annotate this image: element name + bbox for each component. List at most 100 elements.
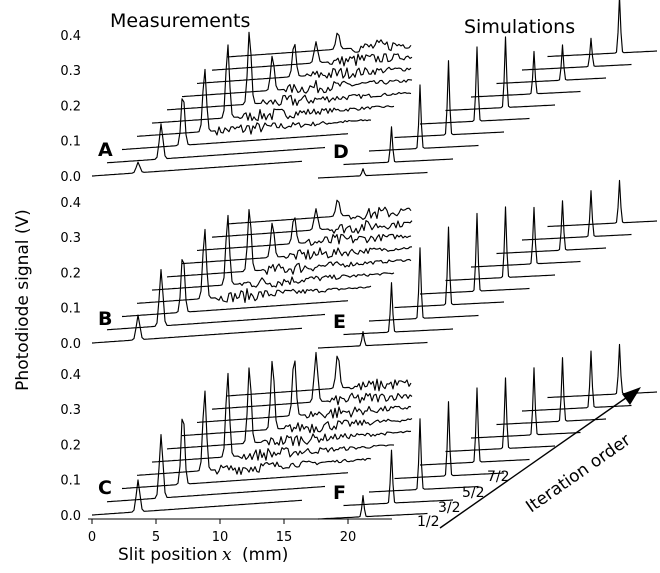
y-tick-label: 0.0 <box>60 337 81 352</box>
panels-group: 0.00.10.20.30.4A0.00.10.20.30.4B0.00.10.… <box>60 0 658 545</box>
trace-line <box>151 44 395 124</box>
y-tick-label: 0.4 <box>60 368 81 383</box>
trace-line <box>196 217 412 251</box>
trace-line <box>368 84 479 152</box>
trace-line <box>136 68 372 137</box>
x-axis-variable: x <box>222 545 232 565</box>
panel-letter: F <box>333 482 346 504</box>
order-label: 7/2 <box>487 469 510 485</box>
y-tick-label: 0.3 <box>60 64 81 79</box>
panel-c: 0.0 0.1 0.2 0.3 0.4 C 0 5 10 15 20 <box>60 351 413 545</box>
trace-line <box>106 434 326 503</box>
trace-line <box>181 55 413 98</box>
trace-line <box>121 418 349 490</box>
trace-line <box>106 123 326 164</box>
trace-line <box>166 367 412 450</box>
trace-line <box>121 98 349 151</box>
trace-line <box>317 331 428 349</box>
trace-line <box>445 377 556 453</box>
x-axis-unit: (mm) <box>242 545 288 565</box>
trace-line <box>547 179 658 228</box>
panel-letter: A <box>98 139 113 161</box>
trace-line <box>521 350 632 412</box>
panel-letter: B <box>98 308 112 330</box>
trace-line <box>419 387 530 466</box>
y-tick-label: 0.2 <box>60 266 81 281</box>
trace-line <box>470 50 581 98</box>
trace-line <box>496 200 607 255</box>
trace-line <box>211 41 413 71</box>
y-tick-label: 0.2 <box>60 99 81 114</box>
y-tick-label: 0.1 <box>60 302 81 317</box>
iteration-arrow <box>439 387 641 529</box>
panel-e: E <box>317 179 658 349</box>
panel-letter: D <box>333 141 349 163</box>
x-axis-label-text: Slit position <box>118 545 218 565</box>
y-tick-label: 0.1 <box>60 135 81 150</box>
y-tick-label: 0.4 <box>60 196 81 211</box>
trace-line <box>91 160 303 177</box>
x-tick-label: 15 <box>276 530 293 545</box>
trace-line <box>91 479 303 516</box>
trace-line <box>211 351 413 410</box>
trace-line <box>445 36 556 112</box>
x-tick-label: 0 <box>88 530 96 545</box>
x-tick-label: 10 <box>212 530 229 545</box>
trace-line <box>343 282 454 336</box>
y-tick-label: 0.4 <box>60 29 81 44</box>
x-tick-label: 5 <box>152 530 160 545</box>
trace-line <box>226 355 412 397</box>
order-label: 1/2 <box>417 514 440 530</box>
y-tick-label: 0.3 <box>60 231 81 246</box>
panel-letter: C <box>98 477 112 499</box>
trace-line <box>470 367 581 439</box>
trace-line <box>521 37 632 71</box>
panel-d: D <box>317 0 658 179</box>
x-axis-label: Slit position x (mm) <box>118 545 288 565</box>
trace-line <box>106 269 326 331</box>
trace-line <box>496 44 607 85</box>
y-axis-label: Photodiode signal (V) <box>13 209 33 391</box>
trace-line <box>136 228 372 304</box>
trace-line <box>136 390 372 476</box>
trace-line <box>196 360 412 423</box>
trace-line <box>445 206 556 282</box>
y-tick-label: 0.0 <box>60 170 81 185</box>
trace-line <box>470 206 581 268</box>
x-tick-label: 20 <box>340 530 357 545</box>
panel-f: F <box>317 343 658 520</box>
order-label: 3/2 <box>438 500 461 516</box>
trace-line <box>226 32 412 58</box>
trace-line <box>166 209 412 278</box>
trace-line <box>547 343 658 399</box>
y-tick-label: 0.0 <box>60 509 81 524</box>
trace-line <box>181 360 413 437</box>
trace-line <box>181 222 413 265</box>
y-tick-label: 0.3 <box>60 403 81 418</box>
trace-line <box>196 43 412 84</box>
trace-line <box>211 208 413 238</box>
trace-line <box>419 46 530 125</box>
trace-line <box>91 314 303 344</box>
panel-a: 0.0 0.1 0.2 0.3 0.4 A <box>60 29 413 185</box>
iteration-arrow-line <box>439 392 634 529</box>
order-label: 5/2 <box>462 485 485 501</box>
trace-line <box>496 357 607 426</box>
trace-line <box>317 495 428 520</box>
trace-line <box>419 212 530 295</box>
simulations-title: Simulations <box>464 16 575 38</box>
measurements-title: Measurements <box>110 10 250 32</box>
trace-line <box>166 31 412 111</box>
trace-line <box>343 126 454 166</box>
trace-line <box>121 259 349 318</box>
iteration-arrow-head <box>622 387 641 405</box>
trace-line <box>151 214 395 291</box>
trace-line <box>343 449 454 507</box>
order-labels: 1/23/25/27/2 <box>417 469 510 530</box>
trace-line <box>521 190 632 241</box>
trace-line <box>317 168 428 179</box>
trace-line <box>368 418 479 493</box>
trace-line <box>368 247 479 322</box>
y-tick-label: 0.2 <box>60 438 81 453</box>
